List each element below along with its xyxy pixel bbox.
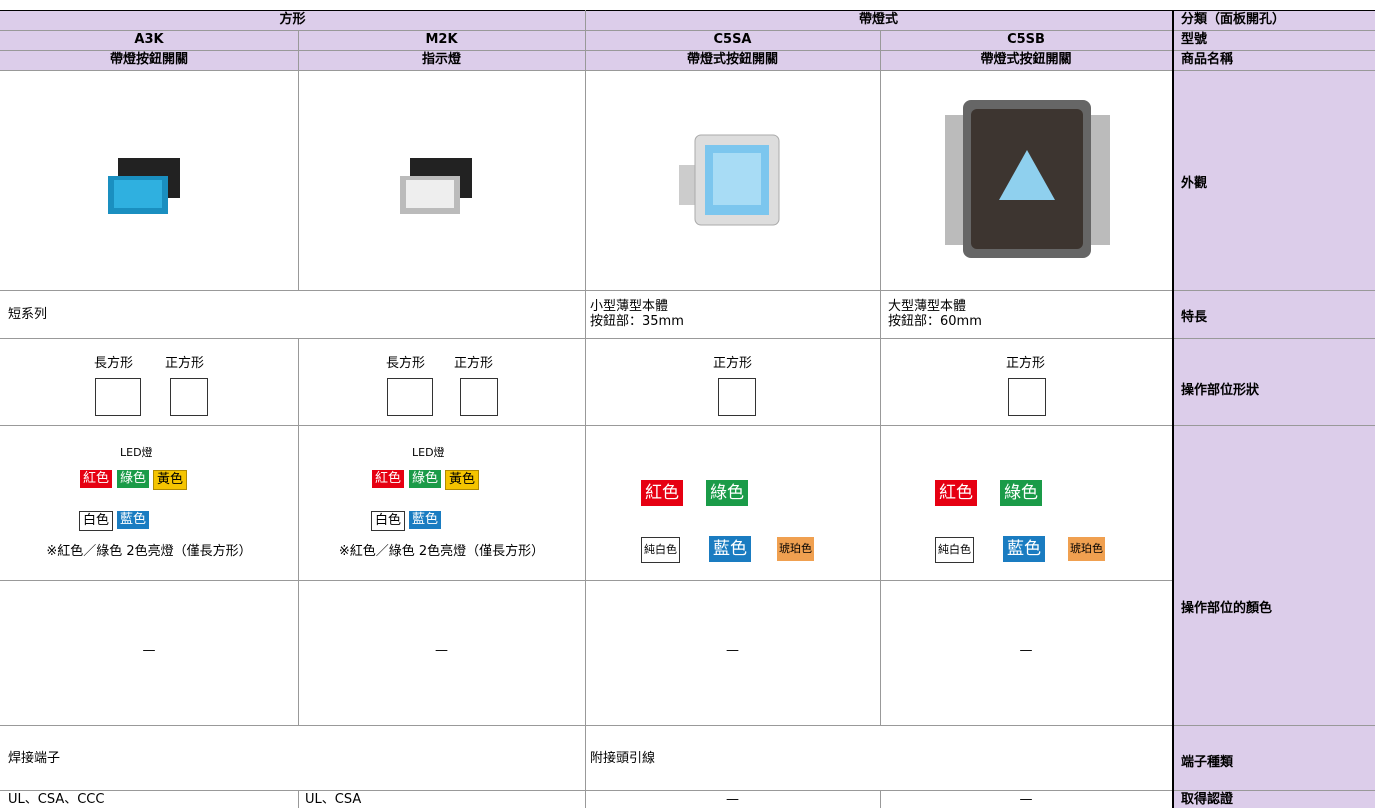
rule <box>0 425 1375 426</box>
product-name: 帶燈式按鈕開關 <box>980 52 1072 67</box>
rule <box>0 338 1375 339</box>
group-header: 帶燈式 <box>858 12 898 27</box>
product-image <box>679 134 780 226</box>
rule <box>298 790 299 808</box>
color-chip: 藍色 <box>709 536 751 562</box>
rule <box>880 30 881 725</box>
header-bg <box>0 10 1375 70</box>
color-chip: 紅色 <box>641 480 683 506</box>
light-label: LED燈 <box>412 446 445 459</box>
dash: — <box>142 643 156 658</box>
row-label: 操作部位形狀 <box>1181 383 1260 398</box>
rule <box>0 70 1375 71</box>
row-label: 取得認證 <box>1181 792 1234 807</box>
feature: 短系列 <box>8 307 48 322</box>
product-name: 帶燈式按鈕開關 <box>686 52 778 67</box>
shape-label: 長方形 <box>386 356 426 371</box>
light-label: LED燈 <box>120 446 153 459</box>
certification: UL、CSA <box>305 792 362 807</box>
rule <box>0 10 1375 11</box>
shape-box <box>387 378 433 416</box>
product-image <box>108 158 180 214</box>
rule <box>0 290 1375 291</box>
color-chip: 綠色 <box>409 470 442 488</box>
row-label: 操作部位的顏色 <box>1181 601 1273 616</box>
rule <box>0 790 1375 791</box>
color-chip: 紅色 <box>935 480 977 506</box>
rule <box>298 30 299 290</box>
product-image <box>945 100 1110 258</box>
row-label: 分類（面板開孔） <box>1181 12 1286 27</box>
color-chip: 綠色 <box>117 470 150 488</box>
color-chip: 紅色 <box>80 470 113 488</box>
row-label: 特長 <box>1181 310 1208 325</box>
color-chip: 黃色 <box>445 470 480 490</box>
model: M2K <box>425 32 458 47</box>
rule <box>880 790 881 808</box>
color-chip: 琥珀色 <box>1068 537 1105 561</box>
dash: — <box>435 643 448 658</box>
certification: — <box>726 792 739 807</box>
color-chip: 綠色 <box>1000 480 1042 506</box>
rule <box>0 725 1375 726</box>
rule <box>298 338 299 725</box>
rule <box>0 50 1375 51</box>
color-chip: 綠色 <box>706 480 748 506</box>
product-image <box>400 158 472 214</box>
model: C5SA <box>713 32 752 47</box>
shape-label: 正方形 <box>165 356 205 371</box>
color-chip: 紅色 <box>372 470 405 488</box>
shape-label: 長方形 <box>94 356 134 371</box>
group-header: 方形 <box>279 12 306 27</box>
shape-box <box>170 378 208 416</box>
product-name: 帶燈按鈕開關 <box>109 52 188 67</box>
color-chip: 藍色 <box>409 511 442 529</box>
terminal: 附接頭引線 <box>590 751 656 766</box>
color-chip: 白色 <box>371 511 406 531</box>
shape-box <box>460 378 498 416</box>
feature: 小型薄型本體 <box>590 299 669 314</box>
color-chip: 藍色 <box>1003 536 1045 562</box>
feature: 大型薄型本體 <box>888 299 967 314</box>
shape-label: 正方形 <box>1006 356 1046 371</box>
model: A3K <box>134 32 164 47</box>
certification: — <box>1019 792 1033 807</box>
color-chip: 純白色 <box>641 537 680 563</box>
terminal: 焊接端子 <box>8 751 61 766</box>
dash: — <box>726 643 739 658</box>
shape-label: 正方形 <box>713 356 753 371</box>
label-bg <box>1173 70 1375 808</box>
rule <box>585 10 586 808</box>
shape-box <box>1008 378 1046 416</box>
rule <box>0 580 1173 581</box>
dash: — <box>1019 643 1033 658</box>
note: ※紅色／綠色 2色亮燈（僅長方形） <box>46 544 252 559</box>
product-name: 指示燈 <box>421 52 461 67</box>
row-label: 外觀 <box>1181 176 1208 191</box>
row-label: 商品名稱 <box>1181 52 1234 67</box>
color-chip: 純白色 <box>935 537 974 563</box>
shape-label: 正方形 <box>454 356 494 371</box>
shape-box <box>95 378 141 416</box>
rule <box>0 30 1375 31</box>
color-chip: 藍色 <box>117 511 150 529</box>
shape-box <box>718 378 756 416</box>
color-chip: 琥珀色 <box>777 537 814 561</box>
row-label: 型號 <box>1181 32 1208 47</box>
feature: 按鈕部：35mm <box>590 314 684 329</box>
color-chip: 黃色 <box>153 470 188 490</box>
rule <box>1172 10 1174 808</box>
note: ※紅色／綠色 2色亮燈（僅長方形） <box>338 544 545 559</box>
certification: UL、CSA、CCC <box>8 792 105 807</box>
model: C5SB <box>1007 32 1045 47</box>
color-chip: 白色 <box>79 511 114 531</box>
feature: 按鈕部：60mm <box>888 314 982 329</box>
row-label: 端子種類 <box>1181 755 1234 770</box>
